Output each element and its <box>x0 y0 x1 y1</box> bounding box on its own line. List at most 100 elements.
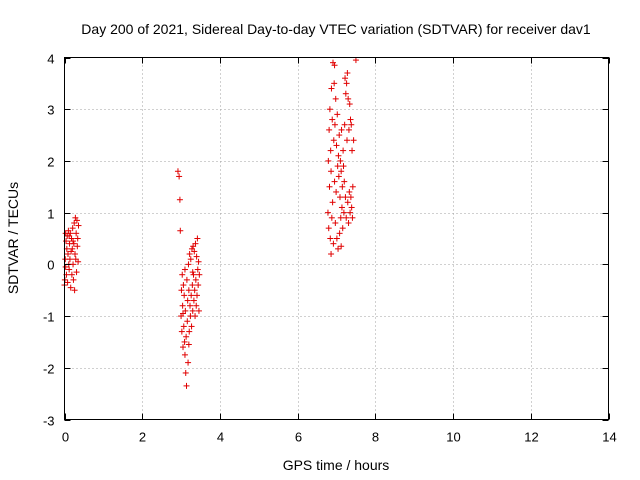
data-point <box>338 204 345 211</box>
y-tick-label: 0 <box>47 258 54 273</box>
data-point <box>183 276 190 283</box>
data-point <box>192 313 199 320</box>
data-point <box>330 240 337 247</box>
data-point <box>183 333 190 340</box>
data-point <box>352 57 359 64</box>
data-point <box>349 214 356 221</box>
data-point <box>70 276 77 283</box>
data-point <box>174 168 181 175</box>
x-tick-label: 12 <box>524 430 538 445</box>
data-point <box>176 173 183 180</box>
data-point <box>340 209 347 216</box>
data-point <box>193 302 200 309</box>
data-point <box>328 214 335 221</box>
data-point <box>193 253 200 260</box>
data-point <box>187 302 194 309</box>
data-point <box>325 157 332 164</box>
data-point <box>326 183 333 190</box>
data-point <box>189 269 196 276</box>
data-point <box>325 225 332 232</box>
data-point <box>336 230 343 237</box>
data-point <box>326 106 333 113</box>
data-point <box>340 163 347 170</box>
data-point <box>186 251 193 258</box>
data-point <box>66 266 73 273</box>
data-point <box>176 196 183 203</box>
data-point <box>328 85 335 92</box>
data-point <box>75 222 82 229</box>
x-tick-label: 2 <box>139 430 146 445</box>
data-point <box>74 235 81 242</box>
data-point <box>339 183 346 190</box>
data-point <box>347 116 354 123</box>
data-point <box>64 251 71 258</box>
data-point <box>73 230 80 237</box>
data-point <box>179 271 186 278</box>
data-point <box>333 188 340 195</box>
data-point <box>195 258 202 265</box>
data-point <box>71 219 78 226</box>
chart-title: Day 200 of 2021, Sidereal Day-to-day VTE… <box>81 21 591 37</box>
data-point <box>68 248 75 255</box>
data-point <box>331 80 338 87</box>
data-point <box>324 209 331 216</box>
data-point <box>345 126 352 133</box>
data-point <box>342 75 349 82</box>
data-point <box>191 287 198 294</box>
data-point <box>73 269 80 276</box>
data-point <box>194 235 201 242</box>
data-point <box>347 209 354 216</box>
y-tick-labels: -3 -2 -1 0 1 2 3 4 <box>43 52 55 429</box>
data-point <box>348 121 355 128</box>
axis-ticks <box>64 57 610 421</box>
data-point <box>326 126 333 133</box>
data-point <box>195 307 202 314</box>
data-point <box>180 282 187 289</box>
data-point <box>196 271 203 278</box>
data-point <box>345 219 352 226</box>
data-point <box>331 121 338 128</box>
data-point <box>184 297 191 304</box>
data-point <box>73 217 80 224</box>
data-point <box>333 142 340 149</box>
data-point <box>178 328 185 335</box>
plot-frame <box>64 57 609 420</box>
y-tick-label: 4 <box>47 52 54 67</box>
data-point <box>342 90 349 97</box>
data-point <box>185 261 192 268</box>
x-tick-label: 10 <box>446 430 460 445</box>
y-axis-label: SDTVAR / TECUs <box>5 182 21 294</box>
data-point <box>328 251 335 258</box>
x-axis-label: GPS time / hours <box>283 457 390 473</box>
data-point <box>346 101 353 108</box>
y-tick-label: 1 <box>47 207 54 222</box>
data-point <box>343 137 350 144</box>
x-tick-labels: 0 2 4 6 8 10 12 14 <box>62 430 617 445</box>
data-point <box>191 248 198 255</box>
data-point <box>195 282 202 289</box>
data-point <box>329 199 336 206</box>
data-point <box>344 70 351 77</box>
data-point <box>330 137 337 144</box>
data-point <box>178 287 185 294</box>
data-point <box>187 256 194 263</box>
data-point <box>337 157 344 164</box>
data-point <box>348 204 355 211</box>
data-point <box>334 111 341 118</box>
data-point <box>177 227 184 234</box>
data-point <box>338 126 345 133</box>
data-point <box>184 318 191 325</box>
data-point <box>327 235 334 242</box>
data-point <box>190 271 197 278</box>
data-point <box>334 163 341 170</box>
data-point <box>332 219 339 226</box>
data-point <box>185 341 192 348</box>
data-point <box>186 328 193 335</box>
data-point <box>188 323 195 330</box>
data-point <box>341 178 348 185</box>
data-point <box>185 287 192 294</box>
data-point <box>328 168 335 175</box>
data-point <box>335 173 342 180</box>
y-tick-label: -2 <box>43 362 55 377</box>
data-point <box>342 194 349 201</box>
